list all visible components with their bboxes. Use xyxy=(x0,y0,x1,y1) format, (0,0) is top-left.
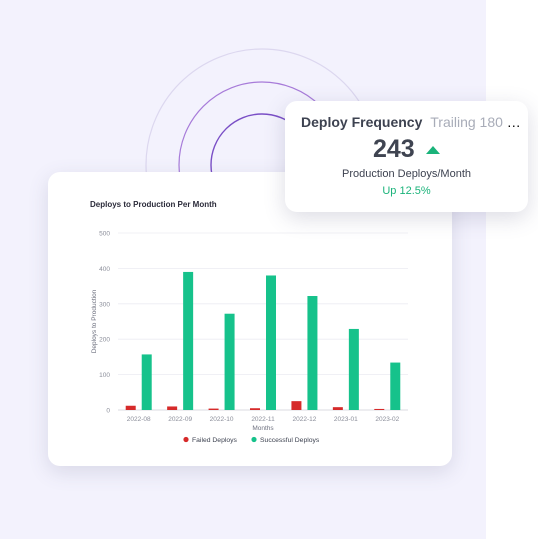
x-tick-label: 2022-11 xyxy=(251,416,275,423)
y-axis-label: Deploys to Production xyxy=(91,289,98,353)
y-tick-label: 200 xyxy=(99,337,110,344)
bar-failed xyxy=(125,405,136,410)
chart-card: Deploys to Production Per Month 0 100 200 3… xyxy=(48,172,452,466)
kpi-header: Deploy Frequency Trailing 180 Days xyxy=(301,114,521,130)
bar-successful xyxy=(348,328,359,410)
kpi-label: Production Deploys/Month xyxy=(341,168,471,180)
bar-failed xyxy=(250,408,260,410)
kpi-subtitle: Trailing 180 Days xyxy=(430,114,521,130)
x-tick-label: 2023-01 xyxy=(334,416,358,423)
chart-title: Deploys to Production Per Month xyxy=(90,200,217,209)
bar-failed xyxy=(332,407,343,410)
y-tick-label: 400 xyxy=(99,266,110,273)
x-axis-label: Months xyxy=(252,425,274,432)
kpi-value: 243 xyxy=(373,135,415,163)
legend-marker xyxy=(183,436,189,443)
bar-failed xyxy=(208,408,219,410)
bar-failed xyxy=(167,406,178,410)
x-tick-label: 2022-09 xyxy=(168,416,192,423)
legend-marker xyxy=(251,436,257,443)
bar-successful xyxy=(183,271,194,410)
bar-successful xyxy=(266,275,276,410)
y-tick-label: 300 xyxy=(99,301,110,308)
trend-up-icon xyxy=(426,146,440,154)
x-tick-label: 2023-02 xyxy=(375,416,399,423)
legend-label: Failed Deploys xyxy=(192,437,238,444)
x-tick-label: 2022-10 xyxy=(210,416,234,423)
bar-successful xyxy=(390,362,401,410)
kpi-title: Deploy Frequency xyxy=(301,114,423,130)
deploy-frequency-card: Deploy Frequency Trailing 180 Days 243 P… xyxy=(285,101,528,212)
y-tick-label: 100 xyxy=(99,372,110,379)
legend-label: Successful Deploys xyxy=(260,437,320,444)
x-tick-label: 2022-12 xyxy=(292,416,316,423)
deploys-bar-chart: 0 100 200 300 400 500 Deploys to Production 202… xyxy=(91,231,408,444)
y-tick-label: 500 xyxy=(99,231,110,238)
bar-successful xyxy=(141,354,152,410)
bar-successful xyxy=(224,313,235,410)
x-tick-label: 2022-08 xyxy=(127,416,151,423)
bar-failed xyxy=(374,408,385,410)
kpi-change: Up 12.5% xyxy=(382,185,431,197)
bar-successful xyxy=(307,296,318,410)
bar-failed xyxy=(291,401,302,410)
y-tick-label: 0 xyxy=(106,408,110,415)
